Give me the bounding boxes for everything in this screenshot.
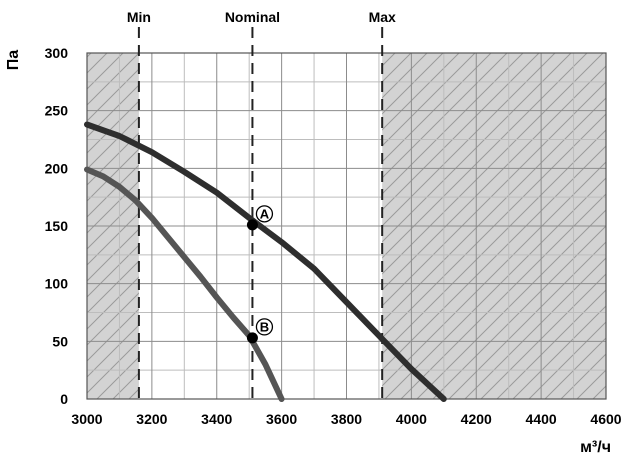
curve-0 <box>84 121 447 402</box>
x-tick-label: 3200 <box>136 411 167 427</box>
grid <box>86 52 607 400</box>
x-tick-label: 4400 <box>526 411 557 427</box>
operating-point-b <box>246 332 258 344</box>
point-label-a: A <box>260 206 270 221</box>
x-tick-label: 3800 <box>331 411 362 427</box>
y-axis-label: Па <box>5 50 22 71</box>
y-tick-label: 100 <box>45 276 69 292</box>
y-tick-label: 250 <box>45 103 69 119</box>
marker-label-min: Min <box>127 9 151 25</box>
x-tick-label: 3000 <box>71 411 102 427</box>
marker-label-nominal: Nominal <box>225 9 280 25</box>
operating-point-a <box>246 219 258 231</box>
x-tick-label: 4600 <box>590 411 621 427</box>
y-tick-label: 50 <box>52 333 68 349</box>
tick-labels: 3000 3200 3400 3600 3800 4000 4200 4400 4600 0 50 1… <box>45 45 622 427</box>
y-tick-label: 150 <box>45 218 69 234</box>
plot-frame <box>86 52 607 400</box>
operating-limit-markers: Min Nominal Max <box>127 9 396 399</box>
axis-titles: Па м³/ч <box>5 50 611 456</box>
point-label-b: B <box>260 319 269 334</box>
point-badge-b <box>255 318 274 336</box>
y-tick-label: 300 <box>45 45 69 61</box>
operating-points: AB <box>246 205 274 344</box>
x-tick-label: 4200 <box>461 411 492 427</box>
y-tick-label: 0 <box>60 391 68 407</box>
x-tick-label: 3400 <box>201 411 232 427</box>
plot-border <box>86 52 607 400</box>
marker-label-max: Max <box>369 9 396 25</box>
y-tick-label: 200 <box>45 160 69 176</box>
x-tick-label: 4000 <box>396 411 427 427</box>
x-tick-label: 3600 <box>266 411 297 427</box>
x-axis-label: м³/ч <box>580 439 611 456</box>
point-badge-a <box>255 205 274 223</box>
